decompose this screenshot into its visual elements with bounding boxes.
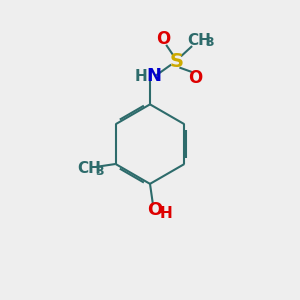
Text: CH: CH bbox=[77, 161, 101, 176]
Text: S: S bbox=[169, 52, 184, 71]
Text: H: H bbox=[159, 206, 172, 221]
Text: ·: · bbox=[158, 206, 163, 220]
Text: O: O bbox=[147, 201, 162, 219]
Text: N: N bbox=[146, 68, 161, 85]
Text: 3: 3 bbox=[95, 165, 104, 178]
Text: O: O bbox=[188, 69, 202, 87]
Text: 3: 3 bbox=[205, 36, 214, 49]
Text: CH: CH bbox=[187, 33, 211, 48]
Text: H: H bbox=[134, 69, 147, 84]
Text: O: O bbox=[156, 30, 170, 48]
